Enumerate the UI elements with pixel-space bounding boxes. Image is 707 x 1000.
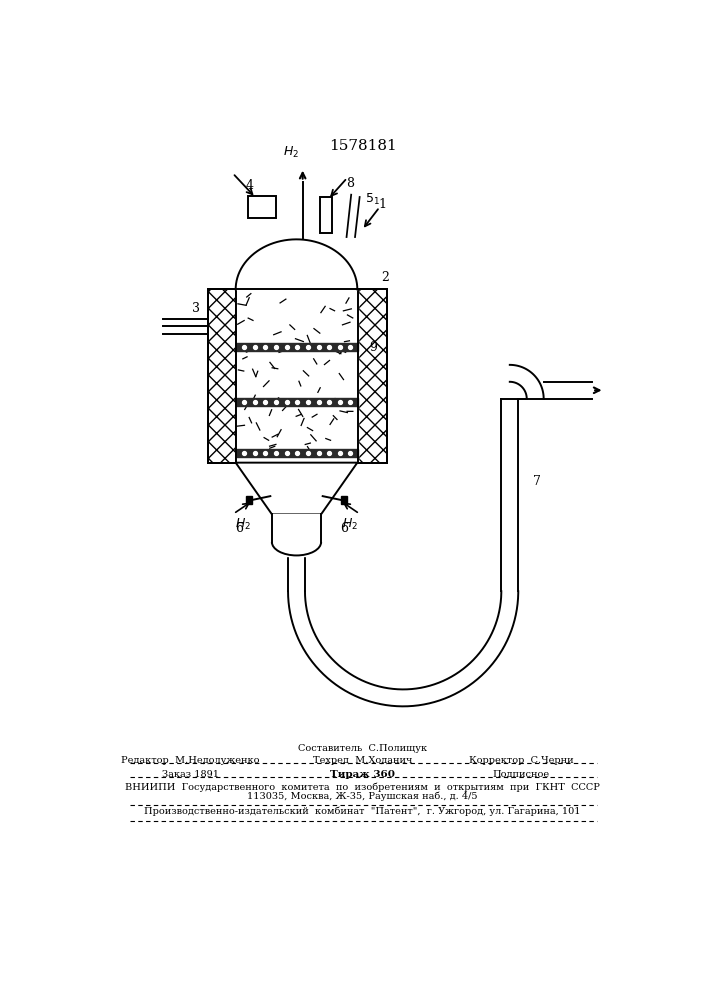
Text: 7: 7 <box>533 475 541 488</box>
Text: Тираж 360: Тираж 360 <box>330 770 395 779</box>
Text: 6: 6 <box>235 522 243 535</box>
Polygon shape <box>358 289 387 463</box>
Text: ВНИИПИ  Государственного  комитета  по  изобретениям  и  открытиям  при  ГКНТ  С: ВНИИПИ Государственного комитета по изоб… <box>125 783 600 792</box>
Polygon shape <box>246 496 252 504</box>
Text: 1578181: 1578181 <box>329 139 397 153</box>
Polygon shape <box>236 343 358 351</box>
Text: 3: 3 <box>192 302 199 315</box>
Polygon shape <box>320 197 332 233</box>
Polygon shape <box>236 289 358 463</box>
Polygon shape <box>544 382 592 399</box>
Polygon shape <box>272 514 321 542</box>
Polygon shape <box>208 289 236 463</box>
Polygon shape <box>235 239 358 289</box>
Text: Подписное: Подписное <box>493 770 550 779</box>
Polygon shape <box>288 542 305 591</box>
Text: Заказ 1891: Заказ 1891 <box>162 770 218 779</box>
Text: Техред  М.Ходанич: Техред М.Ходанич <box>313 756 412 765</box>
Text: 1: 1 <box>379 198 387 211</box>
Text: $H_2$: $H_2$ <box>342 517 358 532</box>
Polygon shape <box>248 196 276 218</box>
Text: Составитель  С.Полищук: Составитель С.Полищук <box>298 744 427 753</box>
Text: $5_1$: $5_1$ <box>365 192 380 207</box>
Text: Производственно-издательский  комбинат  "Патент",  г. Ужгород, ул. Гагарина, 101: Производственно-издательский комбинат "П… <box>144 807 581 816</box>
Text: 2: 2 <box>381 271 389 284</box>
Text: 6: 6 <box>340 522 349 535</box>
Text: 8: 8 <box>346 177 354 190</box>
Text: 4: 4 <box>245 179 254 192</box>
Polygon shape <box>501 399 518 591</box>
Text: Корректор  С.Черни: Корректор С.Черни <box>469 756 573 765</box>
Polygon shape <box>236 449 358 457</box>
Text: 113035, Москва, Ж-35, Раушская наб., д. 4/5: 113035, Москва, Ж-35, Раушская наб., д. … <box>247 791 478 801</box>
Text: $H_2$: $H_2$ <box>283 145 299 160</box>
Text: Редактор  М.Недолуженко: Редактор М.Недолуженко <box>121 756 259 765</box>
Polygon shape <box>235 463 357 514</box>
Polygon shape <box>288 591 518 706</box>
Text: 9: 9 <box>370 341 378 354</box>
Polygon shape <box>510 365 544 399</box>
Polygon shape <box>236 398 358 406</box>
Polygon shape <box>341 496 347 504</box>
Text: $H_2$: $H_2$ <box>235 517 250 532</box>
Polygon shape <box>272 542 321 556</box>
